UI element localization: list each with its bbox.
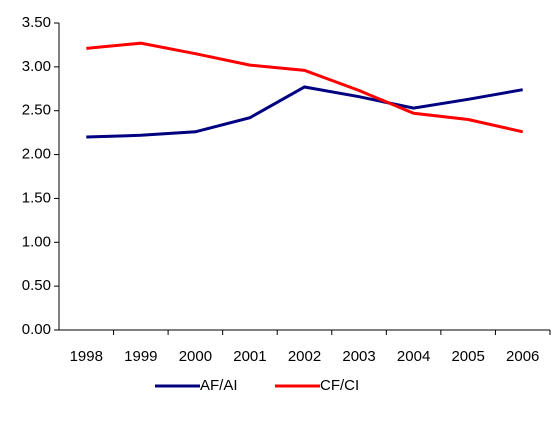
x-tick-label: 2005 (451, 348, 484, 365)
y-tick-label: 0.50 (22, 277, 51, 294)
series-line (86, 85, 523, 139)
x-tick-label: 2004 (397, 348, 430, 365)
x-tick-label: 2006 (506, 348, 539, 365)
series-line (86, 41, 524, 134)
y-tick-label: 3.50 (22, 14, 51, 31)
x-tick-label: 2002 (288, 348, 321, 365)
x-tick-label: 1999 (124, 348, 157, 365)
x-tick-label: 2003 (342, 348, 375, 365)
y-tick-label: 0.00 (22, 321, 51, 338)
x-tick-label: 2000 (179, 348, 212, 365)
y-tick-label: 2.50 (22, 102, 51, 119)
x-tick-label: 2001 (233, 348, 266, 365)
y-tick-label: 1.50 (22, 189, 51, 206)
legend-label: AF/AI (200, 377, 238, 394)
x-tick-label: 1998 (70, 348, 103, 365)
y-tick-label: 3.00 (22, 58, 51, 75)
legend-label: CF/CI (320, 377, 359, 394)
y-tick-label: 1.00 (22, 233, 51, 250)
y-tick-label: 2.00 (22, 146, 51, 163)
